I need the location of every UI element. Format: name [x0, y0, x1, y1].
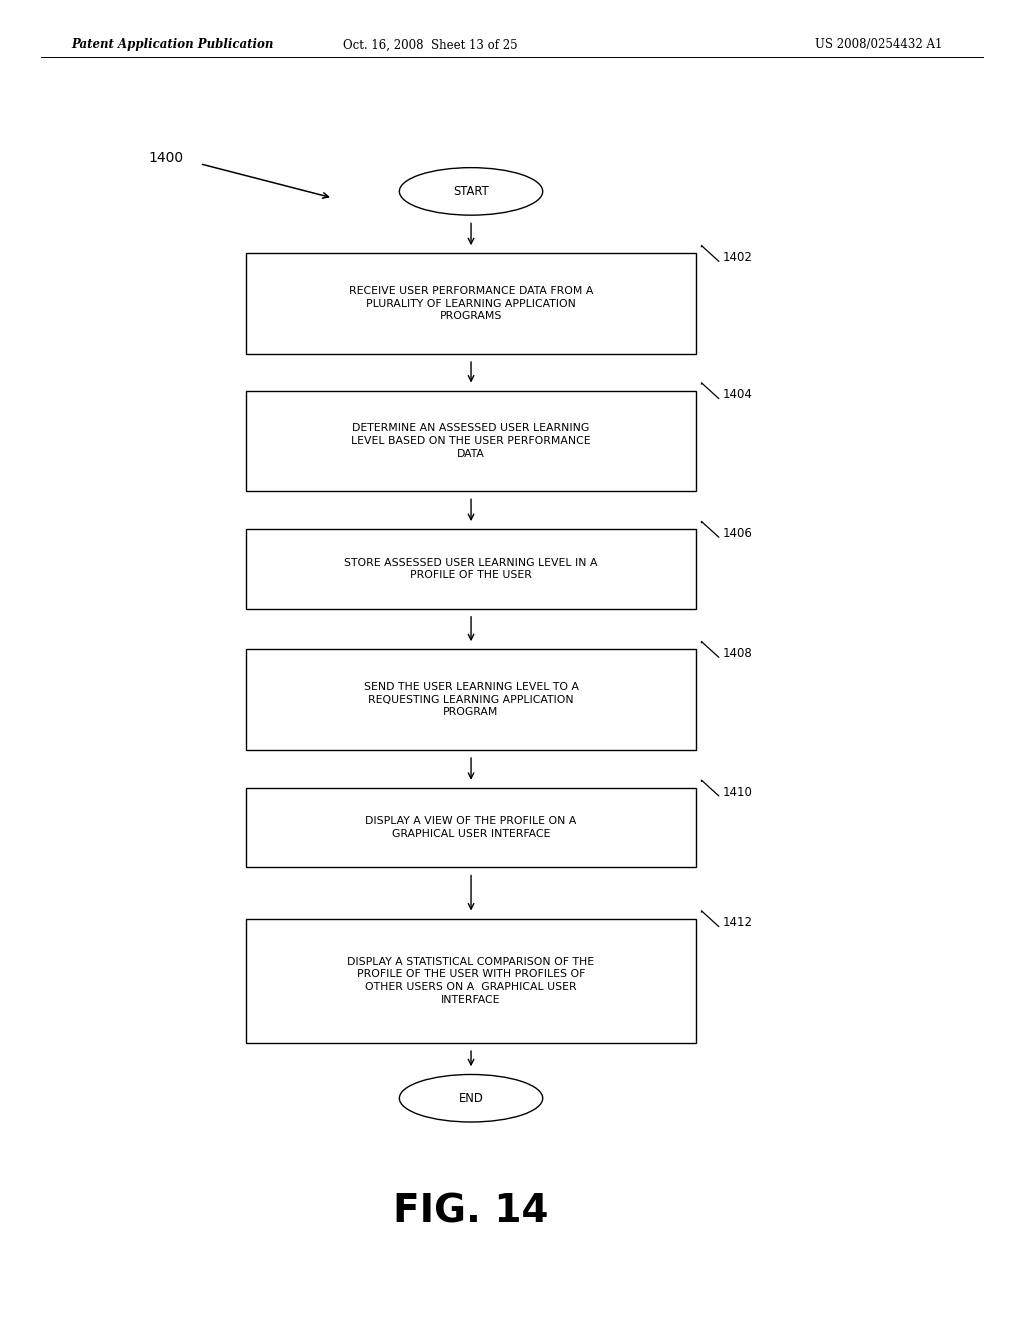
Text: 1400: 1400 — [148, 152, 183, 165]
Text: US 2008/0254432 A1: US 2008/0254432 A1 — [815, 38, 942, 51]
Text: Patent Application Publication: Patent Application Publication — [72, 38, 274, 51]
Text: 1410: 1410 — [723, 785, 753, 799]
Bar — [246, 529, 696, 609]
Ellipse shape — [399, 1074, 543, 1122]
Ellipse shape — [399, 168, 543, 215]
Text: 1404: 1404 — [723, 388, 753, 401]
Bar — [246, 919, 696, 1043]
Bar — [246, 649, 696, 750]
Text: DISPLAY A VIEW OF THE PROFILE ON A
GRAPHICAL USER INTERFACE: DISPLAY A VIEW OF THE PROFILE ON A GRAPH… — [366, 816, 577, 840]
Text: 1412: 1412 — [723, 916, 753, 929]
Text: FIG. 14: FIG. 14 — [393, 1193, 549, 1230]
Text: DETERMINE AN ASSESSED USER LEARNING
LEVEL BASED ON THE USER PERFORMANCE
DATA: DETERMINE AN ASSESSED USER LEARNING LEVE… — [351, 424, 591, 458]
Bar — [246, 253, 696, 354]
Bar — [246, 788, 696, 867]
Text: SEND THE USER LEARNING LEVEL TO A
REQUESTING LEARNING APPLICATION
PROGRAM: SEND THE USER LEARNING LEVEL TO A REQUES… — [364, 682, 579, 717]
Text: RECEIVE USER PERFORMANCE DATA FROM A
PLURALITY OF LEARNING APPLICATION
PROGRAMS: RECEIVE USER PERFORMANCE DATA FROM A PLU… — [349, 286, 593, 321]
Text: END: END — [459, 1092, 483, 1105]
Text: START: START — [454, 185, 488, 198]
Text: 1406: 1406 — [723, 527, 753, 540]
Bar — [246, 391, 696, 491]
Text: 1402: 1402 — [723, 251, 753, 264]
Text: STORE ASSESSED USER LEARNING LEVEL IN A
PROFILE OF THE USER: STORE ASSESSED USER LEARNING LEVEL IN A … — [344, 557, 598, 581]
Text: 1408: 1408 — [723, 647, 753, 660]
Text: Oct. 16, 2008  Sheet 13 of 25: Oct. 16, 2008 Sheet 13 of 25 — [343, 38, 517, 51]
Text: DISPLAY A STATISTICAL COMPARISON OF THE
PROFILE OF THE USER WITH PROFILES OF
OTH: DISPLAY A STATISTICAL COMPARISON OF THE … — [347, 957, 595, 1005]
